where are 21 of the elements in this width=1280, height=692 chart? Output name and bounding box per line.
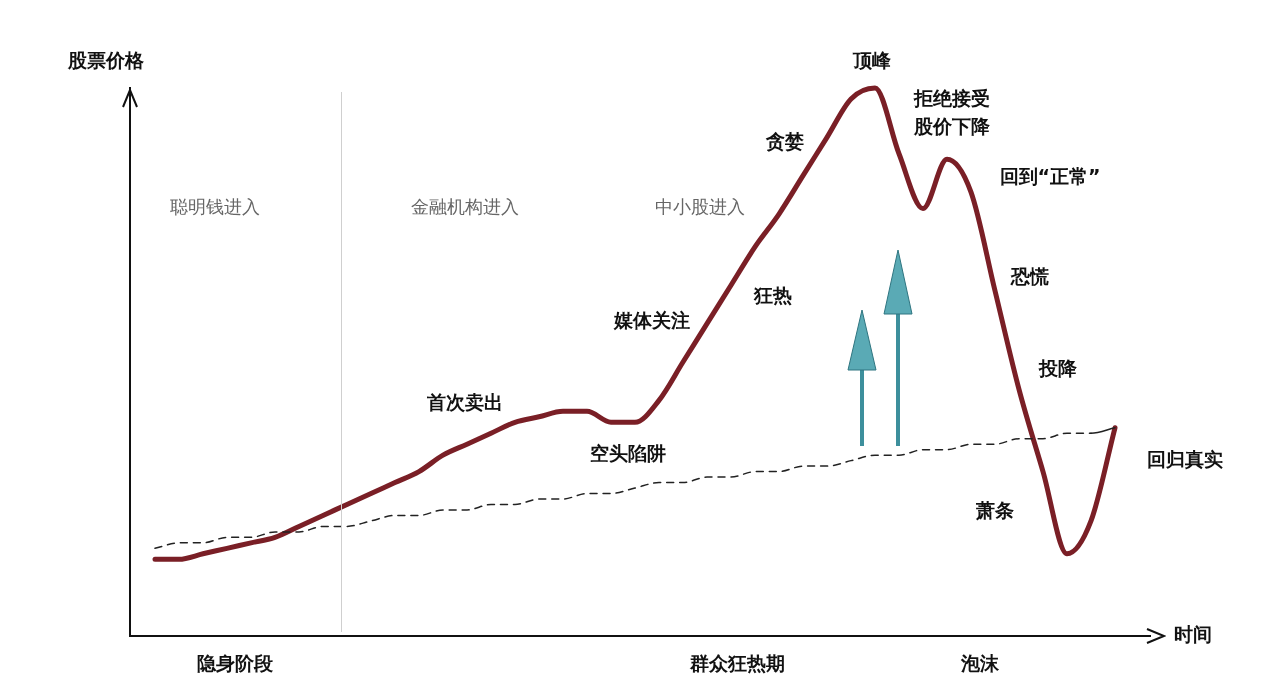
annotation: 萧条 xyxy=(975,498,1014,521)
annotation: 首次卖出 xyxy=(426,390,503,413)
annotation: 空头陷阱 xyxy=(590,441,666,464)
text: 群众狂热期 xyxy=(688,651,785,674)
annotation: 投降 xyxy=(1038,356,1078,379)
annotation: 回归真实 xyxy=(1147,447,1223,470)
annotation: 中小股进入 xyxy=(655,195,745,217)
annotation: 贪婪 xyxy=(765,129,804,152)
y-axis-title: 股票价格 xyxy=(67,48,145,71)
text: 泡沫 xyxy=(960,651,1000,674)
annotation: 聪明钱进入 xyxy=(170,195,260,217)
x-axis-title: 时间 xyxy=(1174,622,1212,645)
annotation: 恐慌 xyxy=(1010,264,1049,287)
annotation: 回到“正常” xyxy=(999,164,1101,187)
text: 顶峰 xyxy=(852,48,892,71)
annotation: 股价下降 xyxy=(913,114,991,137)
text: 隐身阶段 xyxy=(197,651,274,674)
annotation: 拒绝接受 xyxy=(913,86,990,109)
annotation: 媒体关注 xyxy=(613,308,690,331)
annotation: 金融机构进入 xyxy=(411,195,519,217)
annotation: 狂热 xyxy=(753,283,792,306)
